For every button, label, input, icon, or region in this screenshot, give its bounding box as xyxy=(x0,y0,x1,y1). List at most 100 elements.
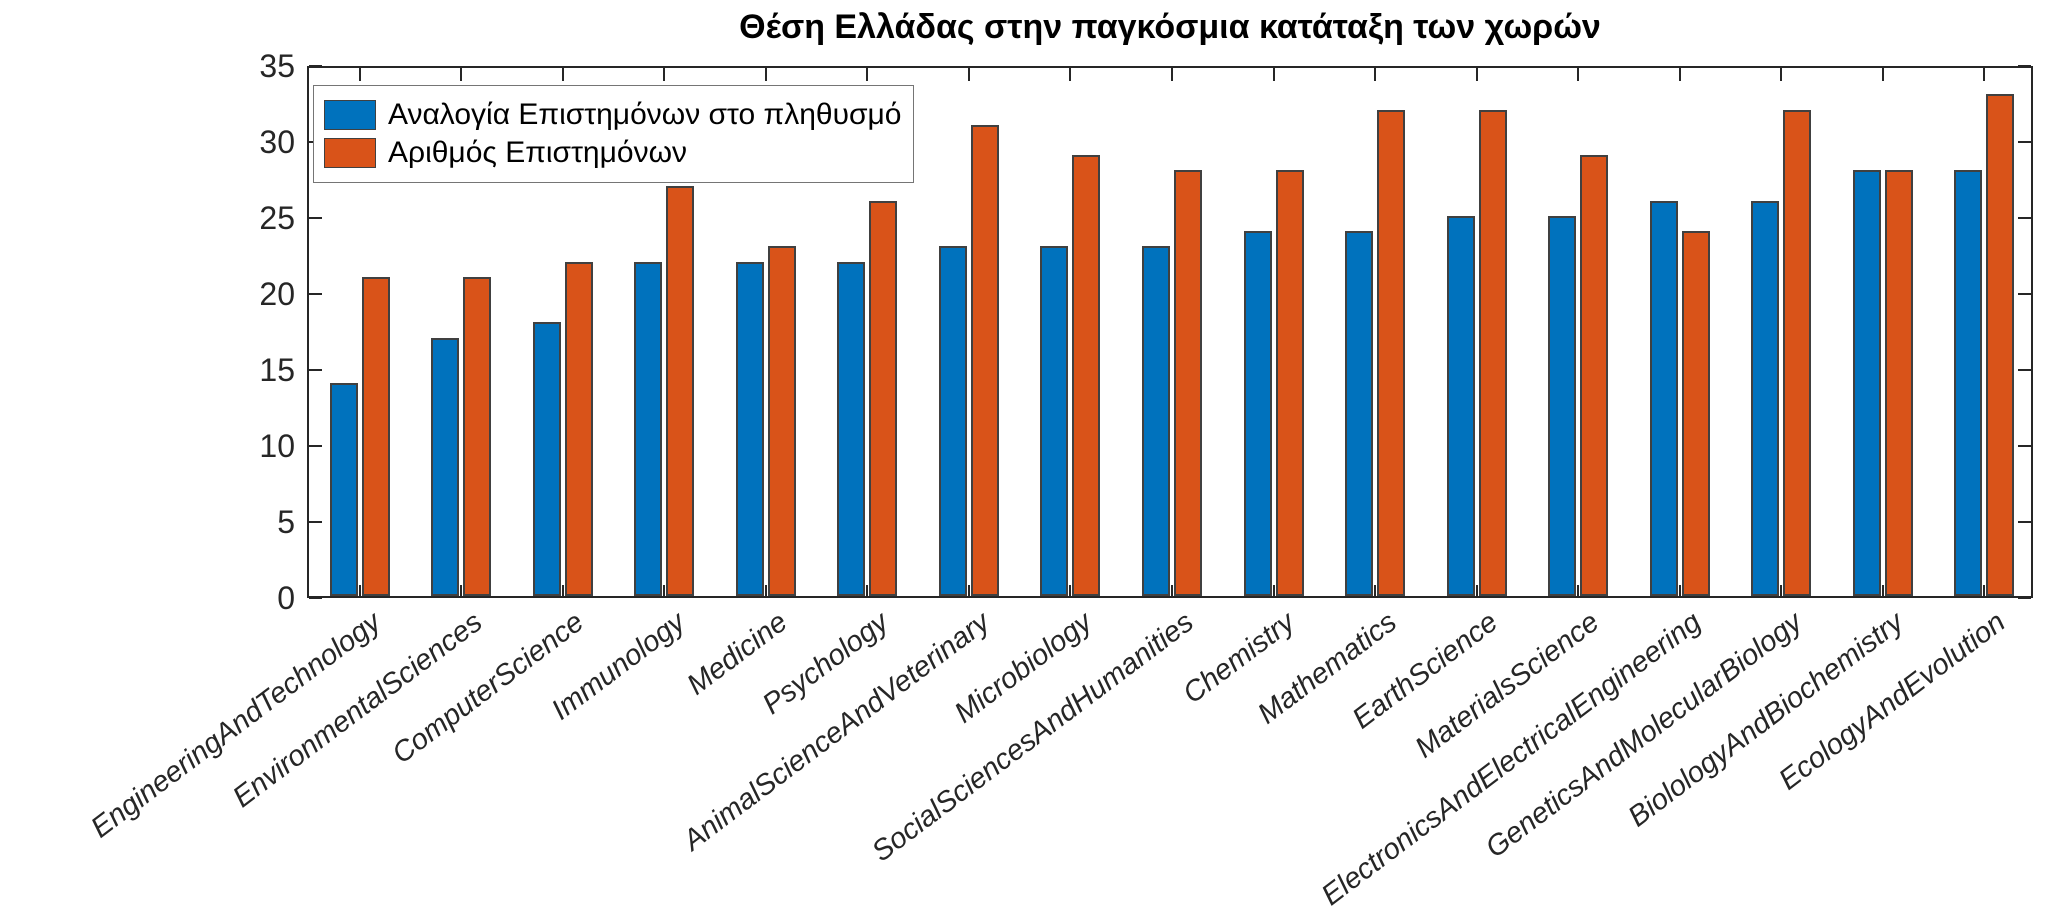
bar-blue-SocialSciencesAndHumanities xyxy=(1142,246,1170,596)
bar-blue-BiolologyAndBiochemistry xyxy=(1852,170,1881,596)
bar-orange-Medicine xyxy=(767,246,796,596)
y-tick-left-5 xyxy=(309,521,322,523)
legend: Αναλογία Επιστημόνων στο πληθυσμό Αριθμός… xyxy=(313,85,915,183)
y-tick-label-20: 20 xyxy=(259,276,295,312)
bar-blue-EnvironmentalSciences xyxy=(431,337,460,596)
x-tick-bottom-9 xyxy=(1272,585,1275,598)
bar-blue-Chemistry xyxy=(1243,231,1272,596)
y-tick-label-0: 0 xyxy=(277,580,295,616)
x-tick-top-6 xyxy=(967,68,970,81)
x-tick-bottom-1 xyxy=(460,585,463,598)
bar-blue-EngineeringAndTechnology xyxy=(329,383,358,596)
legend-label-1: Αριθμός Επιστημόνων xyxy=(388,136,688,169)
y-tick-right-30 xyxy=(2018,141,2031,143)
y-tick-left-25 xyxy=(309,217,322,219)
bar-orange-GeneticsAndMolecularBiology xyxy=(1783,109,1812,596)
x-tick-top-2 xyxy=(561,68,564,81)
bar-blue-ElectronicsAndElectricalEngineering xyxy=(1649,200,1678,596)
y-tick-label-25: 25 xyxy=(259,200,295,236)
bar-blue-Mathematics xyxy=(1345,231,1374,596)
y-tick-left-20 xyxy=(309,293,322,295)
x-tick-top-11 xyxy=(1475,68,1478,81)
y-tick-left-0 xyxy=(309,597,322,599)
y-tick-left-15 xyxy=(309,369,322,371)
x-tick-top-7 xyxy=(1069,68,1072,81)
bar-orange-SocialSciencesAndHumanities xyxy=(1174,170,1202,596)
bar-blue-Immunology xyxy=(634,261,663,596)
bar-blue-Medicine xyxy=(735,261,764,596)
bar-orange-EnvironmentalSciences xyxy=(463,276,492,596)
y-tick-label-35: 35 xyxy=(259,48,295,84)
bar-orange-Psychology xyxy=(869,200,898,596)
legend-swatch-orange xyxy=(324,138,376,168)
x-tick-top-9 xyxy=(1272,68,1275,81)
y-tick-label-30: 30 xyxy=(259,124,295,160)
y-tick-right-10 xyxy=(2018,445,2031,447)
legend-label-0: Αναλογία Επιστημόνων στο πληθυσμό xyxy=(388,98,902,131)
bar-orange-Immunology xyxy=(666,185,695,596)
bar-blue-AnimalScienceAndVeterinary xyxy=(938,246,967,596)
y-tick-right-25 xyxy=(2018,217,2031,219)
x-tick-label-ComputerScience: ComputerScience xyxy=(386,606,591,771)
y-tick-right-5 xyxy=(2018,521,2031,523)
x-tick-bottom-14 xyxy=(1780,585,1783,598)
bar-blue-EarthScience xyxy=(1446,216,1475,596)
bar-orange-EngineeringAndTechnology xyxy=(361,276,390,596)
x-tick-bottom-0 xyxy=(358,585,361,598)
x-tick-bottom-8 xyxy=(1171,585,1173,598)
y-tick-left-10 xyxy=(309,445,322,447)
bar-blue-Psychology xyxy=(837,261,866,596)
x-tick-bottom-4 xyxy=(764,585,767,598)
bar-blue-MaterialsScience xyxy=(1548,216,1577,596)
x-tick-top-0 xyxy=(358,68,361,81)
x-tick-bottom-11 xyxy=(1475,585,1478,598)
y-tick-right-15 xyxy=(2018,369,2031,371)
x-tick-bottom-10 xyxy=(1374,585,1377,598)
legend-item-0: Αναλογία Επιστημόνων στο πληθυσμό xyxy=(324,98,901,132)
legend-item-1: Αριθμός Επιστημόνων xyxy=(324,136,901,170)
bar-blue-EcologyAndEvolution xyxy=(1954,170,1983,596)
bar-blue-GeneticsAndMolecularBiology xyxy=(1751,200,1780,596)
x-tick-top-14 xyxy=(1780,68,1783,81)
bar-orange-MaterialsScience xyxy=(1580,155,1609,596)
x-tick-top-8 xyxy=(1171,68,1173,81)
bar-blue-Microbiology xyxy=(1040,246,1069,596)
x-tick-top-3 xyxy=(663,68,666,81)
x-tick-bottom-2 xyxy=(561,585,564,598)
x-tick-bottom-6 xyxy=(967,585,970,598)
y-tick-right-20 xyxy=(2018,293,2031,295)
bar-orange-Microbiology xyxy=(1072,155,1101,596)
y-tick-label-15: 15 xyxy=(259,352,295,388)
bar-orange-AnimalScienceAndVeterinary xyxy=(970,124,999,596)
x-tick-top-10 xyxy=(1374,68,1377,81)
bar-orange-ComputerScience xyxy=(564,261,593,596)
bar-orange-Chemistry xyxy=(1275,170,1304,596)
legend-swatch-blue xyxy=(324,100,376,130)
x-tick-bottom-16 xyxy=(1983,585,1986,598)
x-tick-top-5 xyxy=(866,68,869,81)
x-tick-top-12 xyxy=(1577,68,1580,81)
bar-orange-EcologyAndEvolution xyxy=(1986,94,2015,596)
bar-orange-ElectronicsAndElectricalEngineering xyxy=(1681,231,1710,596)
y-tick-label-5: 5 xyxy=(277,504,295,540)
y-tick-left-35 xyxy=(309,65,322,67)
x-tick-bottom-13 xyxy=(1678,585,1681,598)
x-tick-top-13 xyxy=(1678,68,1681,81)
y-tick-right-35 xyxy=(2018,65,2031,67)
x-tick-top-16 xyxy=(1983,68,1986,81)
x-tick-bottom-5 xyxy=(866,585,869,598)
x-tick-top-4 xyxy=(764,68,767,81)
bar-orange-Mathematics xyxy=(1377,109,1406,596)
y-tick-label-10: 10 xyxy=(259,428,295,464)
x-tick-top-1 xyxy=(460,68,463,81)
x-tick-bottom-12 xyxy=(1577,585,1580,598)
x-tick-top-15 xyxy=(1881,68,1884,81)
y-tick-right-0 xyxy=(2018,597,2031,599)
x-tick-bottom-3 xyxy=(663,585,666,598)
x-tick-bottom-15 xyxy=(1881,585,1884,598)
bar-orange-BiolologyAndBiochemistry xyxy=(1884,170,1913,596)
bar-blue-ComputerScience xyxy=(532,322,561,596)
x-tick-bottom-7 xyxy=(1069,585,1072,598)
chart-title: Θέση Ελλάδας στην παγκόσμια κατάταξη των… xyxy=(739,8,1601,46)
